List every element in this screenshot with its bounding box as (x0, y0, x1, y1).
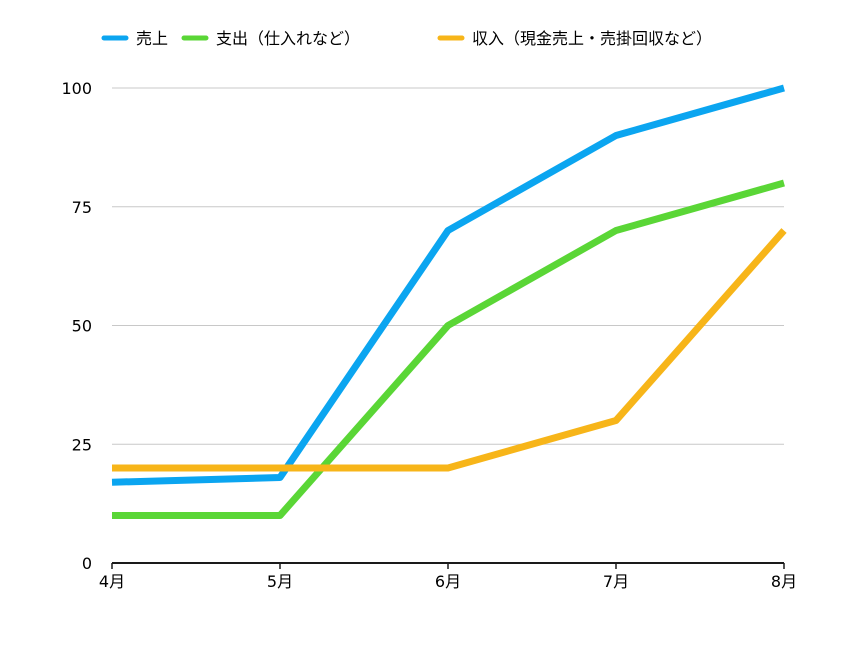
y-tick-label: 25 (72, 435, 92, 454)
legend-label: 支出（仕入れなど） (216, 29, 360, 48)
x-axis-tick-labels: 4月 5月 6月 7月 8月 (99, 563, 797, 591)
legend-label: 売上 (136, 29, 168, 48)
x-tick-label: 4月 (99, 572, 125, 591)
legend: 売上 支出（仕入れなど） 収入（現金売上・売掛回収など） (101, 29, 712, 48)
x-tick-label: 6月 (435, 572, 461, 591)
legend-label: 収入（現金売上・売掛回収など） (472, 29, 712, 48)
y-axis-tick-labels: 0 25 50 75 100 (61, 79, 92, 573)
series-lines (111, 84, 787, 519)
y-tick-label: 100 (61, 79, 92, 98)
series-line-3 (112, 228, 787, 472)
y-tick-label: 50 (72, 317, 92, 336)
y-tick-label: 75 (72, 198, 92, 217)
x-tick-label: 7月 (603, 572, 629, 591)
x-tick-label: 8月 (771, 572, 797, 591)
series-line-1 (111, 84, 785, 486)
series-line-2 (112, 179, 785, 519)
x-tick-label: 5月 (267, 572, 293, 591)
y-tick-label: 0 (82, 554, 92, 573)
